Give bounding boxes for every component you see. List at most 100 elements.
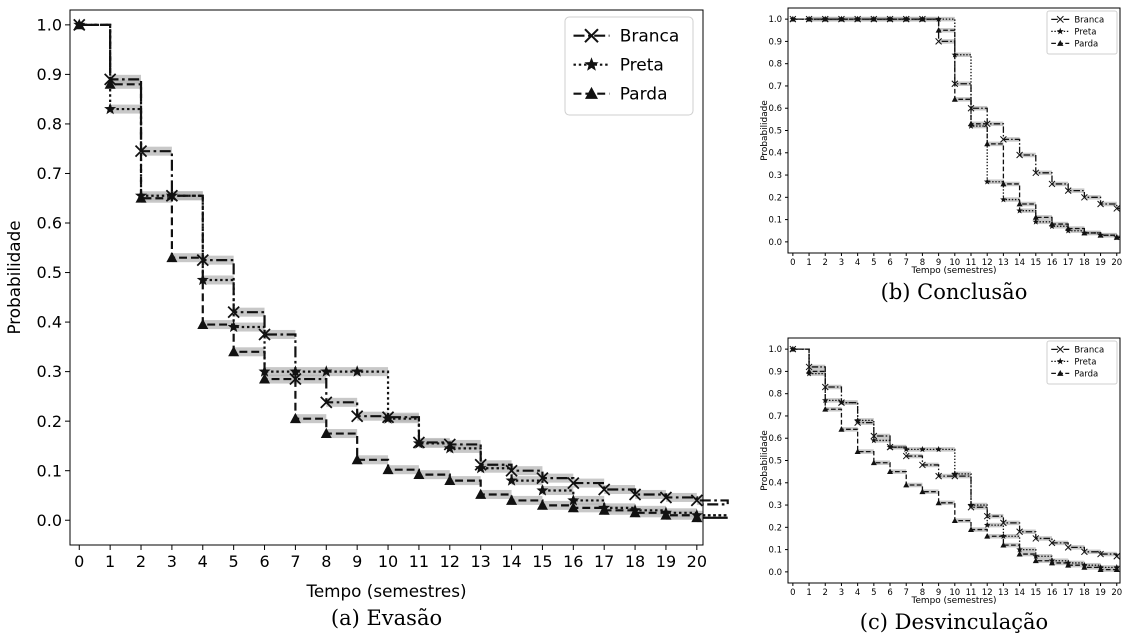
data-point — [1081, 564, 1088, 570]
data-point — [258, 328, 271, 341]
y-tick-label: 0.3 — [768, 171, 782, 181]
data-point — [1032, 535, 1040, 542]
data-point — [351, 410, 364, 423]
confidence-band — [573, 495, 605, 505]
x-tick-label: 8 — [920, 258, 925, 268]
data-point — [789, 345, 796, 352]
data-point — [951, 96, 958, 102]
x-tick-label: 15 — [532, 552, 552, 571]
panel-b: 0 1 2 3 4 5 6 7 8 9 10 11 12 13 14 15 16 17 18 19 200.00.10.… — [760, 7, 1122, 304]
legend-label-parda: Parda — [1074, 369, 1098, 379]
x-tick-label: 16 — [563, 552, 583, 571]
confidence-band — [202, 275, 234, 285]
y-tick-label: 0.0 — [768, 568, 782, 578]
confidence-band — [954, 471, 972, 477]
confidence-band — [1035, 215, 1052, 220]
y-axis-label: Probabilidade — [760, 430, 770, 491]
confidence-band — [110, 79, 142, 89]
data-point — [870, 459, 877, 466]
x-tick-label: 15 — [1030, 588, 1041, 598]
confidence-band — [954, 52, 972, 58]
confidence-band — [1100, 232, 1117, 238]
confidence-band — [141, 146, 172, 156]
confidence-band — [938, 500, 955, 506]
x-tick-label: 9 — [352, 552, 362, 571]
data-point — [1081, 229, 1088, 236]
x-tick-label: 20 — [1111, 588, 1122, 598]
data-point — [919, 488, 926, 495]
data-point — [1016, 550, 1023, 557]
data-point — [919, 15, 926, 22]
data-point — [505, 474, 518, 486]
confidence-band — [922, 489, 939, 494]
data-point — [536, 499, 548, 510]
data-point — [1113, 552, 1121, 560]
data-point — [444, 474, 456, 486]
y-tick-label: 0.9 — [37, 65, 62, 84]
x-tick-label: 4 — [198, 552, 208, 571]
x-tick-label: 17 — [594, 552, 614, 571]
legend-label-parda: Parda — [620, 85, 668, 105]
x-tick-label: 2 — [823, 588, 828, 598]
x-tick-label: 4 — [855, 258, 860, 268]
confidence-band — [857, 449, 874, 454]
data-point — [821, 383, 829, 391]
y-tick-label: 0.9 — [768, 367, 782, 377]
confidence-band — [971, 502, 988, 508]
x-tick-label: 7 — [290, 552, 300, 571]
x-tick-label: 12 — [982, 258, 993, 268]
confidence-band — [110, 74, 142, 84]
confidence-band — [1100, 201, 1117, 207]
confidence-band — [1035, 558, 1052, 563]
data-point — [806, 368, 813, 374]
confidence-band — [1035, 554, 1052, 559]
x-tick-label: 3 — [839, 258, 844, 268]
confidence-band — [890, 16, 907, 22]
data-point — [838, 15, 845, 22]
data-point — [320, 365, 333, 377]
y-tick-label: 0.8 — [768, 390, 782, 400]
confidence-band — [542, 500, 574, 510]
y-tick-label: 0.1 — [768, 216, 782, 226]
data-point — [870, 432, 878, 440]
panel-a: 0 1 2 3 4 5 6 7 8 9 10 11 12 13 14 15 16 17 18 19 200.00.10.… — [4, 9, 729, 630]
data-point — [1048, 180, 1056, 188]
confidence-bands — [110, 74, 703, 523]
y-tick-label: 0.8 — [768, 60, 782, 70]
data-point — [197, 318, 209, 329]
legend-marker-branca — [584, 28, 599, 43]
data-point — [567, 476, 580, 490]
data-point — [967, 503, 975, 511]
confidence-band — [480, 463, 512, 473]
y-tick-label: 0.2 — [768, 193, 782, 203]
data-point — [854, 416, 861, 424]
data-point — [1016, 528, 1023, 536]
confidence-band — [1100, 551, 1117, 557]
x-tick-label: 2 — [136, 552, 146, 571]
x-tick-label: 6 — [259, 552, 269, 571]
plot-frame — [69, 9, 704, 546]
x-tick-label: 16 — [1047, 258, 1058, 268]
confidence-band — [987, 179, 1004, 184]
y-tick-label: 0.3 — [768, 501, 782, 511]
legend-marker-parda — [1057, 369, 1064, 376]
y-tick-label: 0.6 — [768, 104, 782, 114]
panel-caption: (c) Desvinculação — [860, 610, 1048, 634]
x-tick-label: 11 — [966, 588, 977, 598]
data-point — [506, 494, 518, 505]
confidence-band — [906, 453, 923, 459]
series-markers-branca — [789, 345, 1121, 560]
data-point — [629, 507, 641, 518]
legend: Branca Preta Parda — [1046, 10, 1118, 55]
data-point — [104, 102, 117, 115]
data-point — [104, 78, 116, 89]
x-tick-label: 3 — [167, 552, 177, 571]
data-point — [951, 470, 959, 477]
data-point — [919, 461, 926, 469]
data-point — [196, 254, 209, 267]
x-tick-label: 12 — [982, 588, 993, 598]
x-tick-label: 13 — [470, 552, 490, 571]
data-point — [1032, 557, 1039, 564]
data-point — [968, 526, 975, 532]
data-point — [567, 494, 580, 506]
